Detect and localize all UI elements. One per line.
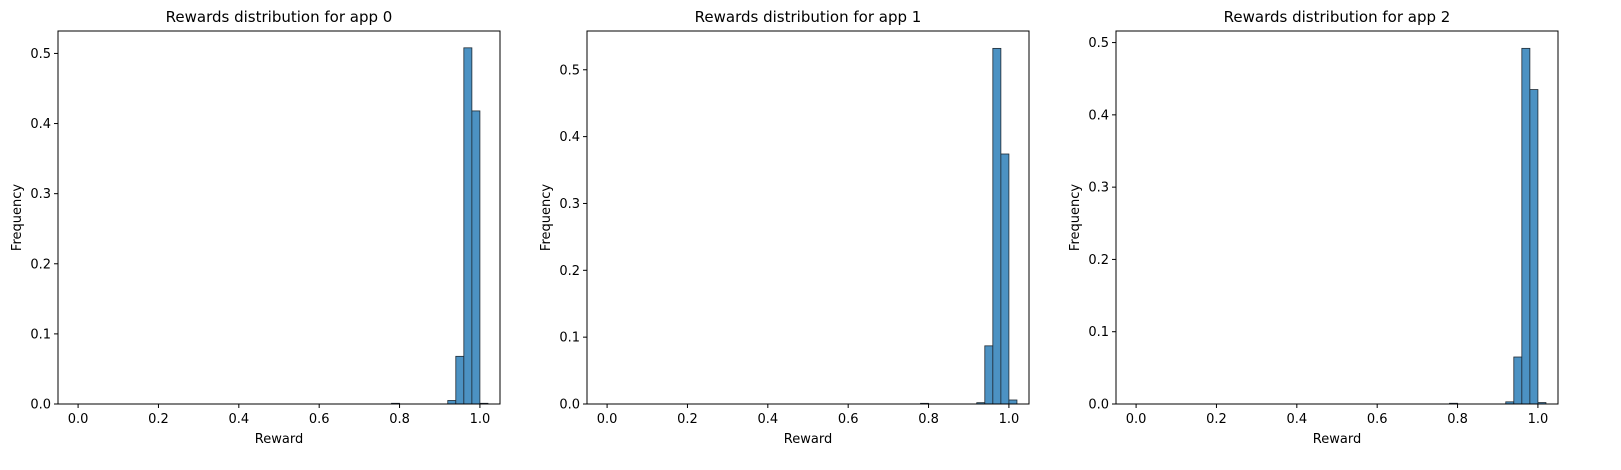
axes-frame <box>1115 30 1559 405</box>
histogram-bar <box>984 345 994 405</box>
y-axis-label: Frequency <box>539 184 554 251</box>
x-tick-label: 0.4 <box>228 412 249 427</box>
histogram-bar <box>447 400 457 405</box>
chart-title: Rewards distribution for app 2 <box>1224 8 1451 26</box>
chart-panel-2: 0.0 0.2 0.4 0.6 0.8 1.0 0.0 0.1 0.2 0.3 0.4 0.5 Rewa… <box>1068 8 1559 447</box>
y-tick-label: 0.1 <box>30 327 51 342</box>
y-tick-label: 0.2 <box>30 257 51 272</box>
axes-frame <box>586 30 1030 405</box>
histogram-bar <box>463 47 473 405</box>
y-tick-label: 0.3 <box>559 197 580 212</box>
x-tick-label: 0.2 <box>1206 412 1227 427</box>
y-tick-label: 0.5 <box>559 63 580 78</box>
x-tick-label: 1.0 <box>999 412 1020 427</box>
x-tick-label: 0.6 <box>1367 412 1388 427</box>
y-tick-label: 0.1 <box>559 331 580 346</box>
x-tick-label: 0.2 <box>148 412 169 427</box>
chart-title: Rewards distribution for app 1 <box>695 8 922 26</box>
x-axis-label: Reward <box>784 432 832 447</box>
y-tick-label: 0.0 <box>30 398 51 413</box>
y-tick-label: 0.1 <box>1088 325 1109 340</box>
y-axis-label: Frequency <box>1068 184 1083 251</box>
x-tick-label: 0.0 <box>68 412 89 427</box>
histogram-bar <box>992 47 1002 405</box>
x-tick-label: 0.8 <box>918 412 939 427</box>
histogram-bar <box>471 110 481 405</box>
histogram-bar <box>1521 47 1531 405</box>
y-axis-label: Frequency <box>10 184 25 251</box>
y-tick-label: 0.3 <box>1088 181 1109 196</box>
x-tick-label: 0.6 <box>309 412 330 427</box>
x-tick-label: 0.0 <box>1126 412 1147 427</box>
y-tick-label: 0.4 <box>1088 108 1109 123</box>
chart-panel-0: 0.0 0.2 0.4 0.6 0.8 1.0 0.0 0.1 0.2 0.3 0.4 0.5 Rewa… <box>10 8 501 447</box>
y-tick-label: 0.5 <box>1088 36 1109 51</box>
histogram-bar <box>455 355 465 405</box>
chart-panel-1: 0.0 0.2 0.4 0.6 0.8 1.0 0.0 0.1 0.2 0.3 0.4 0.5 Rewa… <box>539 8 1030 447</box>
y-tick-label: 0.5 <box>30 47 51 62</box>
y-tick-label: 0.4 <box>30 117 51 132</box>
y-tick-label: 0.2 <box>1088 253 1109 268</box>
x-tick-label: 0.2 <box>677 412 698 427</box>
y-tick-label: 0.0 <box>1088 398 1109 413</box>
y-tick-label: 0.2 <box>559 264 580 279</box>
x-tick-label: 0.6 <box>838 412 859 427</box>
x-tick-label: 0.0 <box>597 412 618 427</box>
histogram-bar <box>1513 356 1523 405</box>
x-tick-label: 0.8 <box>389 412 410 427</box>
x-axis-label: Reward <box>1313 432 1361 447</box>
axes-frame <box>57 30 501 405</box>
histogram-bar <box>1008 399 1018 405</box>
y-tick-label: 0.4 <box>559 130 580 145</box>
chart-title: Rewards distribution for app 0 <box>166 8 393 26</box>
x-axis-label: Reward <box>255 432 303 447</box>
x-tick-label: 0.4 <box>1286 412 1307 427</box>
histogram-bar <box>1529 89 1539 405</box>
x-tick-label: 1.0 <box>470 412 491 427</box>
x-tick-label: 0.8 <box>1447 412 1468 427</box>
histogram-bar <box>1000 153 1010 405</box>
x-tick-label: 0.4 <box>757 412 778 427</box>
x-tick-label: 1.0 <box>1528 412 1549 427</box>
y-tick-label: 0.3 <box>30 187 51 202</box>
y-tick-label: 0.0 <box>559 398 580 413</box>
